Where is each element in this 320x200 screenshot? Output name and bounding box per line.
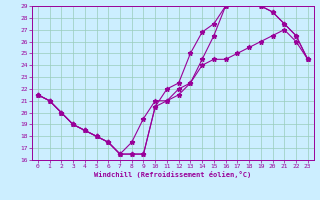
X-axis label: Windchill (Refroidissement éolien,°C): Windchill (Refroidissement éolien,°C)	[94, 171, 252, 178]
